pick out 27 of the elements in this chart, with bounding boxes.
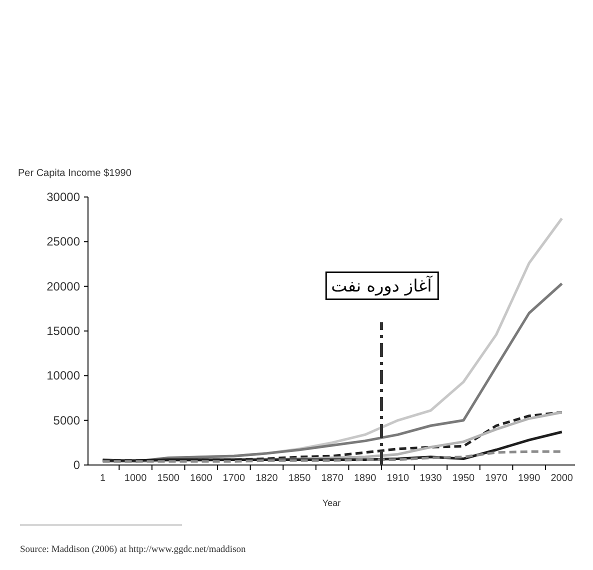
x-tick-label: 1890 — [354, 473, 377, 484]
x-tick-label: 1820 — [256, 473, 278, 484]
x-tick-label: 1970 — [485, 473, 508, 484]
x-tick-label: 1950 — [452, 473, 476, 484]
x-axis-title: Year — [322, 498, 341, 508]
y-axis-title: Per Capita Income $1990 — [18, 168, 132, 179]
y-tick-label: 10000 — [46, 368, 80, 383]
y-tick-label: 25000 — [46, 234, 80, 249]
line-series — [101, 450, 564, 463]
y-tick-label: 5000 — [53, 413, 80, 428]
x-tick-label: 1850 — [288, 473, 312, 484]
x-tick-label: 1500 — [157, 473, 180, 484]
x-tick-label: 1910 — [386, 473, 410, 484]
x-tick-label: 1 — [100, 473, 106, 484]
y-tick-label: 0 — [73, 458, 80, 472]
x-tick-label: 1600 — [190, 473, 213, 484]
source-note: Source: Maddison (2006) at http://www.ggdc.net/maddison — [20, 545, 246, 555]
x-tick-label: 1700 — [222, 473, 246, 484]
x-tick-label: 1930 — [420, 473, 442, 484]
annotation: آغاز دوره نفت — [331, 275, 434, 296]
x-tick-label: 2000 — [550, 473, 574, 484]
y-tick-label: 20000 — [46, 279, 80, 294]
y-tick-label: 15000 — [46, 324, 80, 338]
x-tick-label: 1990 — [518, 473, 541, 484]
x-tick-label: 1870 — [321, 473, 344, 484]
x-tick-label: 1000 — [124, 473, 148, 484]
y-tick-label: 30000 — [46, 190, 80, 204]
